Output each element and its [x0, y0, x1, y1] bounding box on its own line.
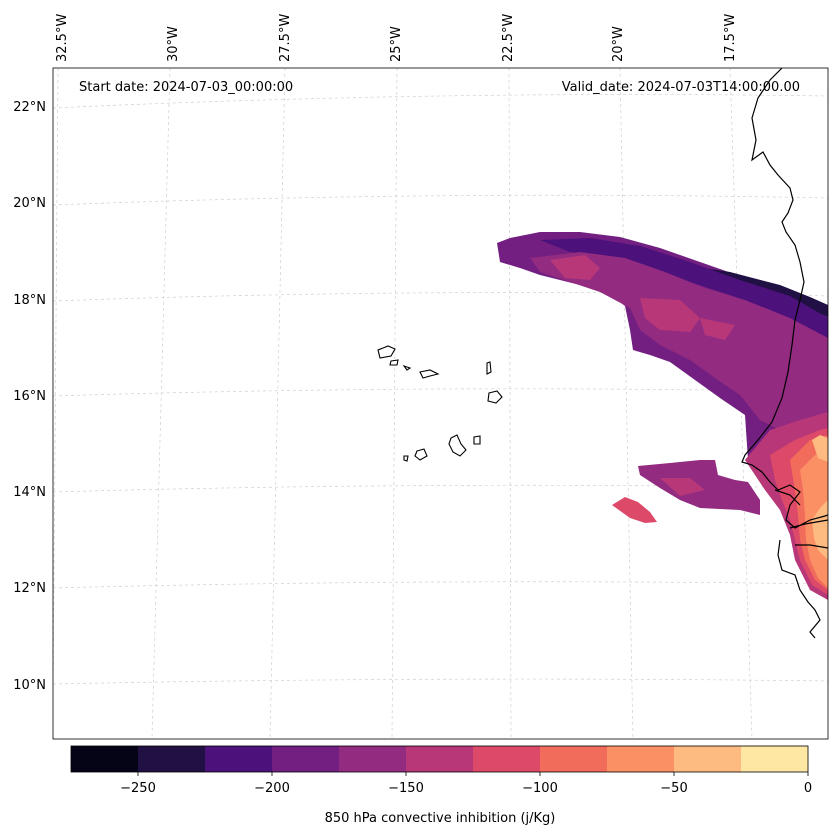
valid-date-text: Valid_date: 2024-07-03T14:00:00.00 — [562, 80, 800, 95]
start-date-text: Start date: 2024-07-03_00:00:00 — [79, 80, 293, 95]
colorbar-tick-m50: −50 — [660, 781, 687, 796]
colorbar-swatch — [138, 746, 206, 772]
colorbar-swatch — [406, 746, 474, 772]
colorbar-swatches — [71, 746, 809, 772]
lon-label-17-5w: 17.5°W — [723, 14, 738, 62]
lon-label-22-5w: 22.5°W — [501, 14, 516, 62]
colorbar-swatch — [272, 746, 340, 772]
lon-label-25w: 25°W — [389, 26, 404, 62]
map-area — [53, 68, 828, 739]
cin-region-rose-3 — [700, 318, 735, 340]
colorbar-swatch — [339, 746, 407, 772]
cin-region-rose — [550, 255, 600, 280]
lon-label-30w: 30°W — [166, 26, 181, 62]
longitude-labels: 32.5°W 30°W 27.5°W 25°W 22.5°W 20°W 17.5… — [55, 14, 738, 62]
colorbar-tick-m200: −200 — [254, 781, 290, 796]
lon-label-27-5w: 27.5°W — [278, 14, 293, 62]
coastlines — [741, 68, 828, 639]
colorbar: −250 −200 −150 −100 −50 0 850 hPa convec… — [70, 745, 812, 826]
colorbar-label: 850 hPa convective inhibition (j/Kg) — [325, 811, 556, 826]
island-santiago — [448, 434, 467, 457]
cin-region-south-band-2 — [660, 478, 705, 496]
cin-region-rose-2 — [640, 298, 700, 332]
island-sao-vicente — [389, 359, 399, 366]
lat-label-12n: 12°N — [13, 581, 46, 596]
cin-region-coast-5 — [812, 500, 828, 560]
river-1 — [789, 519, 828, 529]
island-santo-antao — [377, 345, 396, 359]
river-3 — [774, 489, 801, 506]
lat-label-22n: 22°N — [13, 100, 46, 115]
lon-label-32-5w: 32.5°W — [55, 14, 70, 62]
cin-region-magenta — [530, 252, 828, 440]
cin-region-blob — [612, 497, 657, 523]
colorbar-ticks — [137, 772, 809, 776]
cin-region-purple — [540, 238, 828, 340]
colorbar-swatch — [71, 746, 139, 772]
cin-field — [497, 232, 828, 600]
island-sao-nicolau — [419, 369, 440, 379]
lat-label-20n: 20°N — [13, 196, 46, 211]
colorbar-swatch — [674, 746, 742, 772]
island-boa-vista — [487, 390, 503, 404]
island-sal — [486, 361, 492, 375]
lat-label-16n: 16°N — [13, 389, 46, 404]
colorbar-tick-0: 0 — [804, 781, 812, 796]
lat-label-14n: 14°N — [13, 485, 46, 500]
lat-label-18n: 18°N — [13, 293, 46, 308]
colorbar-border — [70, 745, 809, 773]
colorbar-swatch — [741, 746, 809, 772]
africa-coast-south — [777, 539, 821, 639]
colorbar-tick-m250: −250 — [120, 781, 156, 796]
lat-label-10n: 10°N — [13, 678, 46, 693]
colorbar-swatch — [205, 746, 273, 772]
island-maio — [473, 435, 481, 445]
gridlines — [53, 68, 828, 739]
colorbar-tick-m150: −150 — [388, 781, 424, 796]
colorbar-swatch — [540, 746, 608, 772]
island-brava — [403, 455, 409, 462]
colorbar-swatch — [607, 746, 675, 772]
lon-label-20w: 20°W — [611, 26, 626, 62]
island-fogo — [414, 448, 428, 461]
latitude-labels: 22°N 20°N 18°N 16°N 14°N 12°N 10°N — [13, 100, 46, 693]
africa-coast — [741, 68, 828, 529]
island-santa-luzia — [402, 364, 412, 371]
cin-region-coast-6 — [812, 435, 828, 462]
colorbar-tick-m100: −100 — [522, 781, 558, 796]
map-border — [52, 67, 829, 740]
river-2 — [795, 544, 828, 549]
colorbar-swatch — [473, 746, 541, 772]
cape-verde-islands — [377, 345, 503, 462]
